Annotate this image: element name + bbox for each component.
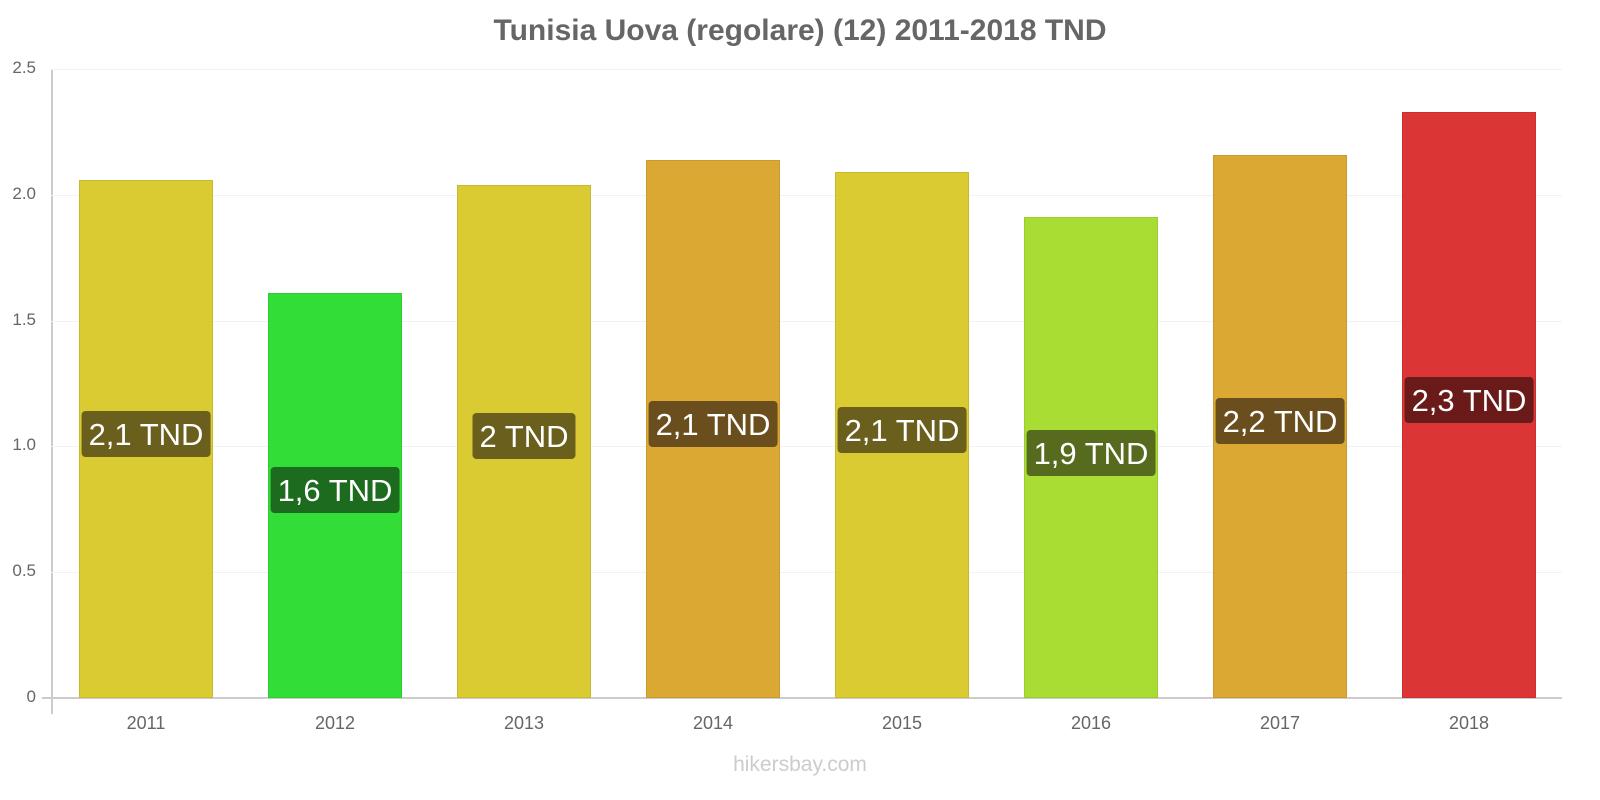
x-tick-label: 2013 [503, 713, 545, 733]
data-label: 1,6 TND [270, 467, 400, 513]
x-axis [42, 697, 1562, 699]
x-tick-label: 2017 [1259, 713, 1301, 733]
source-credit: hikersbay.com [733, 753, 867, 776]
data-label: 2,1 TND [81, 411, 211, 457]
y-tick-label: 1.5 [12, 310, 36, 329]
gridline [51, 321, 1562, 322]
gridline [51, 195, 1562, 196]
data-label: 2,1 TND [648, 401, 778, 447]
gridline [51, 572, 1562, 573]
gridline [51, 446, 1562, 447]
x-tick-label: 2012 [314, 713, 356, 733]
y-tick-label: 0.5 [12, 561, 36, 580]
y-tick-label: 0 [26, 687, 36, 706]
data-label: 1,9 TND [1026, 430, 1156, 476]
data-label: 2 TND [472, 413, 576, 459]
y-tick-label: 2.0 [12, 184, 36, 203]
y-axis [51, 69, 53, 714]
data-label: 2,3 TND [1404, 377, 1534, 423]
x-tick-label: 2011 [126, 713, 166, 733]
gridline [51, 69, 1562, 70]
data-label: 2,1 TND [837, 407, 967, 453]
chart-title: Tunisia Uova (regolare) (12) 2011-2018 T… [493, 14, 1107, 47]
data-label: 2,2 TND [1215, 398, 1345, 444]
y-tick-label: 2.5 [12, 58, 36, 77]
x-tick-label: 2016 [1070, 713, 1112, 733]
x-tick-label: 2018 [1448, 713, 1490, 733]
y-tick-label: 1.0 [12, 435, 36, 454]
x-tick-label: 2015 [881, 713, 923, 733]
x-tick-label: 2014 [692, 713, 734, 733]
